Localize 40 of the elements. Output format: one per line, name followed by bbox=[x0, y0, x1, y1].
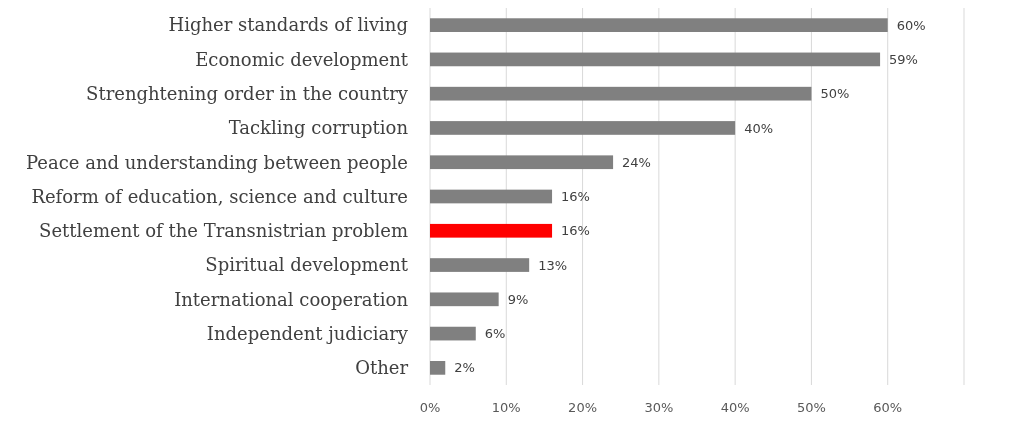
data-label: 60% bbox=[896, 17, 926, 33]
bar bbox=[430, 361, 446, 375]
y-tick-label: Spiritual development bbox=[205, 254, 409, 276]
y-tick-label: International cooperation bbox=[174, 288, 409, 310]
y-tick-label: Economic development bbox=[195, 48, 409, 70]
data-label: 50% bbox=[820, 86, 850, 102]
y-tick-label: Independent judiciary bbox=[206, 322, 409, 344]
y-tick-label: Strenghtening order in the country bbox=[86, 82, 409, 104]
x-tick-label: 20% bbox=[568, 400, 598, 415]
data-label: 16% bbox=[561, 223, 590, 239]
bar bbox=[430, 189, 553, 204]
bar bbox=[430, 223, 553, 238]
y-tick-label: Higher standards of living bbox=[168, 14, 408, 36]
data-label: 59% bbox=[889, 51, 918, 67]
data-label: 40% bbox=[744, 120, 774, 136]
data-label: 13% bbox=[538, 257, 568, 273]
data-label: 6% bbox=[484, 326, 506, 342]
y-tick-label: Settlement of the Transnistrian problem bbox=[39, 220, 408, 242]
bar bbox=[430, 52, 881, 67]
y-tick-label: Peace and understanding between people bbox=[26, 151, 408, 173]
bar bbox=[430, 86, 812, 101]
bar bbox=[430, 155, 614, 170]
x-tick-label: 0% bbox=[419, 400, 441, 415]
y-tick-label: Other bbox=[355, 357, 409, 379]
bar bbox=[430, 292, 499, 307]
bar bbox=[430, 121, 736, 135]
x-tick-label: 30% bbox=[644, 400, 674, 415]
x-tick-label: 50% bbox=[796, 400, 826, 415]
data-label: 9% bbox=[507, 291, 529, 307]
bar bbox=[430, 258, 530, 272]
x-tick-label: 40% bbox=[720, 400, 750, 415]
y-tick-label: Reform of education, science and culture bbox=[31, 185, 408, 207]
y-tick-label: Tackling corruption bbox=[228, 117, 409, 139]
x-tick-label: 60% bbox=[873, 400, 903, 415]
x-tick-label: 10% bbox=[491, 400, 521, 415]
data-label: 16% bbox=[561, 189, 590, 205]
bar bbox=[430, 18, 888, 32]
data-label: 2% bbox=[454, 360, 475, 376]
bar bbox=[430, 326, 476, 341]
data-label: 24% bbox=[622, 154, 651, 170]
